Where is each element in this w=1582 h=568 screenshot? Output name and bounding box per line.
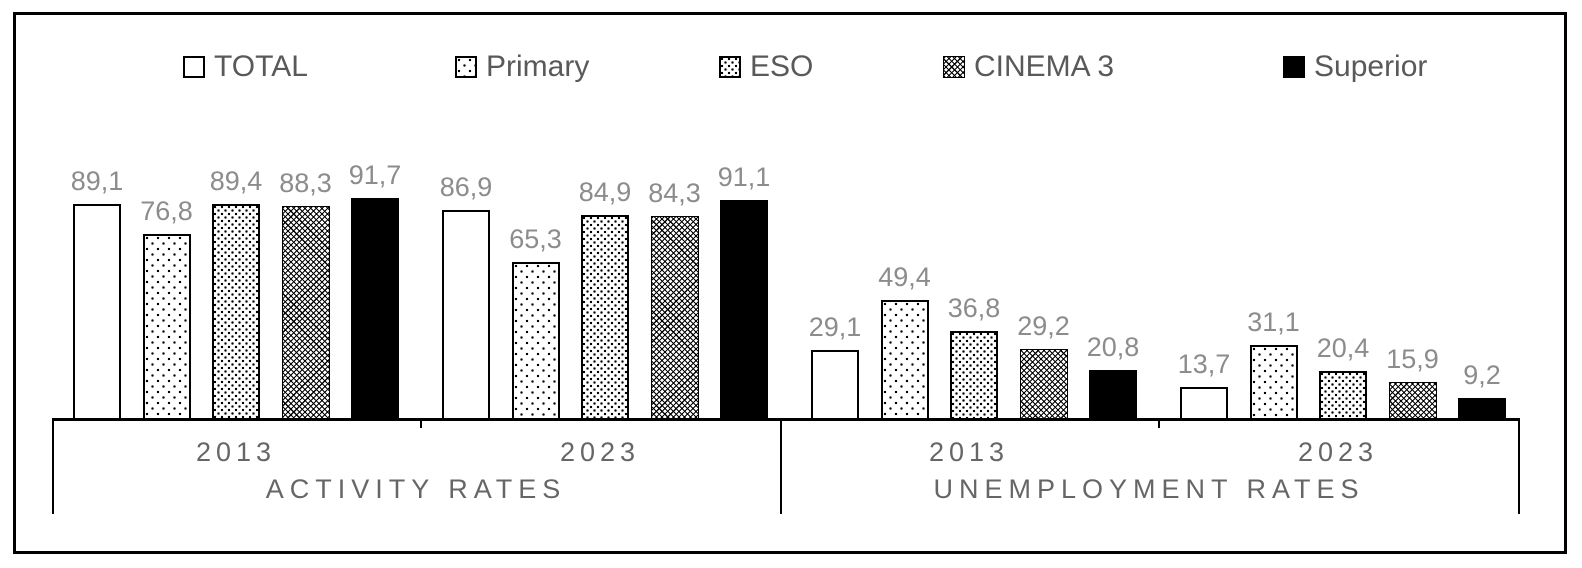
bar-eso-2023-activity [581, 215, 629, 420]
legend-item-cinema-3: CINEMA 3 [943, 50, 1115, 83]
bar-value-label: 89,1 [70, 166, 124, 196]
legend-label: Primary [486, 50, 590, 83]
axis-section-label-activity: ACTIVITY RATES [265, 474, 567, 504]
bar-total-2013-activity [73, 204, 121, 420]
legend-marker-icon [1283, 56, 1305, 78]
bar-value-label: 86,9 [439, 172, 493, 202]
axis-year-label: 2023 [1297, 437, 1379, 467]
bar-primary-2023-unemployment [1249, 345, 1298, 420]
bar-value-label: 84,9 [578, 177, 632, 207]
axis-tick-unemployment-years [1158, 420, 1160, 428]
axis-year-label: 2023 [559, 437, 641, 467]
legend-label: TOTAL [214, 50, 308, 83]
axis-year-label: 2013 [928, 437, 1010, 467]
bar-value-label: 89,4 [209, 166, 263, 196]
bar-value-label: 76,8 [140, 196, 193, 226]
bar-eso-2013-activity [212, 204, 260, 420]
legend-marker-icon [183, 56, 205, 78]
bar-superior-2023-unemployment [1458, 398, 1506, 420]
bar-total-2013-unemployment [811, 350, 859, 420]
legend-label: Superior [1314, 50, 1428, 83]
legend-item-total: TOTAL [183, 50, 308, 83]
axis-divider-right [1518, 420, 1520, 514]
bar-total-2023-activity [442, 210, 490, 420]
axis-divider-left [52, 420, 54, 514]
chart-outer-frame [13, 12, 1567, 554]
legend-item-eso: ESO [719, 50, 814, 83]
bar-value-label: 13,7 [1177, 349, 1231, 379]
bar-eso-2023-unemployment [1319, 371, 1367, 420]
bar-total-2023-unemployment [1180, 387, 1228, 420]
legend-marker-icon [455, 56, 477, 78]
bar-value-label: 20,4 [1316, 333, 1370, 363]
bar-value-label: 65,3 [509, 224, 562, 254]
bar-value-label: 20,8 [1086, 332, 1140, 362]
bar-primary-2013-activity [142, 234, 191, 420]
legend-marker-icon [719, 56, 741, 78]
bar-value-label: 9,2 [1463, 360, 1501, 390]
legend-item-superior: Superior [1283, 50, 1428, 83]
bar-value-label: 15,9 [1386, 344, 1439, 374]
bar-superior-2013-unemployment [1089, 370, 1137, 420]
bar-superior-2013-activity [351, 198, 399, 420]
bar-eso-2013-unemployment [950, 331, 998, 420]
bar-cinema-3-2023-activity [650, 216, 699, 420]
legend-label: ESO [750, 50, 814, 83]
legend-item-primary: Primary [455, 50, 590, 83]
axis-year-label: 2013 [195, 437, 277, 467]
legend-label: CINEMA 3 [974, 50, 1115, 83]
axis-section-label-unemployment: UNEMPLOYMENT RATES [933, 474, 1365, 504]
axis-divider-middle [780, 420, 782, 514]
bar-value-label: 29,2 [1017, 311, 1070, 341]
axis-tick-activity-years [420, 420, 422, 428]
bar-primary-2023-activity [511, 262, 560, 420]
x-axis-line [52, 418, 1520, 421]
bar-value-label: 29,1 [808, 312, 862, 342]
bar-superior-2023-activity [720, 200, 768, 420]
bar-value-label: 88,3 [279, 168, 332, 198]
bar-primary-2013-unemployment [880, 300, 929, 420]
legend-marker-icon [943, 56, 965, 78]
bar-value-label: 36,8 [947, 293, 1001, 323]
bar-cinema-3-2013-activity [281, 206, 330, 420]
bar-value-label: 49,4 [878, 262, 931, 292]
bar-value-label: 91,1 [717, 162, 771, 192]
bar-cinema-3-2023-unemployment [1388, 382, 1437, 420]
bar-value-label: 84,3 [648, 178, 701, 208]
bar-value-label: 91,7 [348, 160, 402, 190]
bar-cinema-3-2013-unemployment [1019, 349, 1068, 420]
bar-value-label: 31,1 [1247, 307, 1300, 337]
